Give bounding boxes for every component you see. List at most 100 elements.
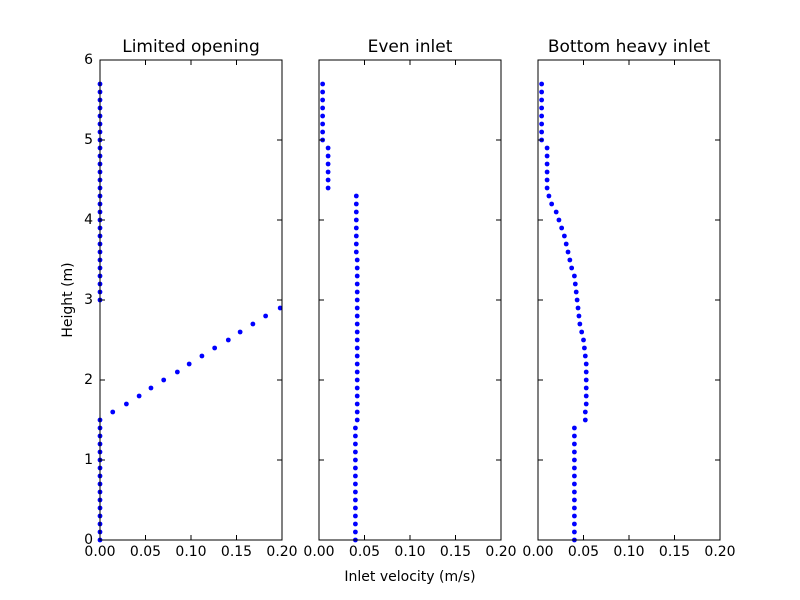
data-point (355, 378, 360, 383)
y-tick-label: 6 (84, 52, 93, 68)
x-tick-label: 0.05 (130, 544, 161, 560)
data-point (355, 282, 360, 287)
data-point (569, 266, 574, 271)
data-point (353, 458, 358, 463)
data-point (584, 386, 589, 391)
data-point (326, 154, 331, 159)
data-point (263, 314, 268, 319)
data-point (354, 194, 359, 199)
data-point (572, 426, 577, 431)
data-point (545, 154, 550, 159)
data-point (355, 258, 360, 263)
chart-title: Bottom heavy inlet (548, 37, 711, 57)
data-point (124, 402, 129, 407)
data-point (149, 386, 154, 391)
data-point (238, 330, 243, 335)
data-point (353, 490, 358, 495)
x-tick-label: 0.10 (613, 544, 644, 560)
data-point (582, 346, 587, 351)
data-point (572, 506, 577, 511)
x-tick-label: 0.20 (266, 544, 297, 560)
data-point (574, 290, 579, 295)
data-point (137, 394, 142, 399)
data-point (326, 146, 331, 151)
data-point (353, 466, 358, 471)
data-point (575, 298, 580, 303)
data-point (572, 482, 577, 487)
y-tick-label: 5 (84, 132, 93, 148)
data-point (583, 418, 588, 423)
data-point (577, 322, 582, 327)
data-point (584, 370, 589, 375)
data-point (557, 218, 562, 223)
data-point (250, 322, 255, 327)
data-point (354, 202, 359, 207)
data-point (567, 258, 572, 263)
data-point (564, 242, 569, 247)
data-point (355, 354, 360, 359)
data-point (545, 186, 550, 191)
x-tick-label: 0.20 (704, 544, 735, 560)
data-point (320, 82, 325, 87)
data-point (577, 314, 582, 319)
data-point (573, 282, 578, 287)
data-point (354, 226, 359, 231)
data-point (572, 274, 577, 279)
x-tick-label: 0.00 (522, 544, 553, 560)
data-point (326, 170, 331, 175)
x-tick-label: 0.00 (84, 544, 115, 560)
data-point (572, 530, 577, 535)
data-point (353, 514, 358, 519)
data-point (353, 426, 358, 431)
data-point (320, 130, 325, 135)
axes-frame (538, 60, 720, 540)
data-point (355, 386, 360, 391)
data-point (320, 90, 325, 95)
data-point (539, 106, 544, 111)
data-point (320, 122, 325, 127)
data-point (187, 362, 192, 367)
data-point (562, 234, 567, 239)
data-point (353, 474, 358, 479)
data-point (353, 450, 358, 455)
chart-title: Limited opening (122, 37, 260, 57)
data-point (579, 330, 584, 335)
data-point (354, 250, 359, 255)
data-point (355, 410, 360, 415)
data-point (572, 498, 577, 503)
x-tick-label: 0.10 (175, 544, 206, 560)
data-point (545, 170, 550, 175)
data-point (576, 306, 581, 311)
data-point (539, 122, 544, 127)
data-point (354, 242, 359, 247)
data-point (572, 434, 577, 439)
data-point (547, 194, 552, 199)
data-point (545, 178, 550, 183)
data-point (355, 298, 360, 303)
x-tick-label: 0.15 (659, 544, 690, 560)
y-axis-label: Height (m) (60, 262, 76, 337)
data-point (161, 378, 166, 383)
data-point (355, 370, 360, 375)
chart-title: Even inlet (368, 37, 453, 57)
data-point (559, 226, 564, 231)
data-point (355, 314, 360, 319)
data-point (545, 146, 550, 151)
data-point (355, 330, 360, 335)
y-tick-label: 1 (84, 452, 93, 468)
data-point (353, 530, 358, 535)
data-point (539, 82, 544, 87)
data-point (200, 354, 205, 359)
data-point (572, 458, 577, 463)
data-point (320, 106, 325, 111)
data-point (545, 162, 550, 167)
data-point (355, 274, 360, 279)
data-point (326, 162, 331, 167)
data-point (583, 354, 588, 359)
data-point (110, 410, 115, 415)
data-point (581, 338, 586, 343)
x-tick-label: 0.15 (440, 544, 471, 560)
axes-frame (100, 60, 282, 540)
